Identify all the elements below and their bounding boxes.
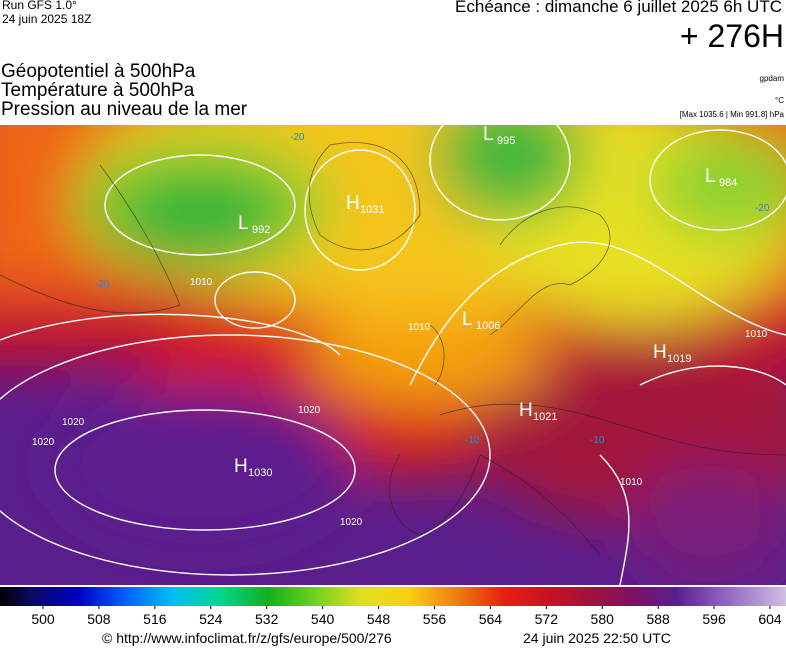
colorbar-tick-label: 588 [646,611,670,627]
isobar-label: 1020 [298,405,321,416]
layer: Géopotentiel à 500hPa [1,61,196,82]
center-value: 1021 [533,411,557,423]
center-type: L [462,309,473,330]
field [0,125,786,585]
isobars [0,125,786,585]
colorbar [0,587,786,606]
run-date: 24 juin 2025 18Z [2,12,92,26]
colorbar-tick-label: 524 [199,611,223,627]
center-type: H [346,193,360,214]
center-type: H [519,400,533,421]
isobar-label: 1010 [190,277,213,288]
colorbar-tick-label: 516 [143,611,167,627]
center-type: L [705,166,716,187]
generated-date: 24 juin 2025 22:50 UTC [523,630,671,646]
center-type: L [483,125,494,145]
isobar-label: 1020 [62,417,85,428]
isobar-label: 1010 [620,477,643,488]
source-url: © http://www.infoclimat.fr/z/gfs/europe/… [102,630,392,646]
colorbar-tick-label: 572 [535,611,559,627]
colorbar-tick-label: 604 [758,611,782,627]
center-value: 995 [497,135,515,147]
colorbar-ticks: 500 508 516 524 532 540 548 556 564 572 580 588 596 6… [31,606,782,627]
center-value: 992 [252,224,270,236]
isobar-label: 1020 [32,437,55,448]
isobar-label: 1010 [745,329,768,340]
colorbar-tick-label: 500 [31,611,55,627]
colorbar-tick-label: 540 [311,611,335,627]
run: Run GFS 1.0° [2,0,77,12]
temperature-label: -10 [465,435,480,446]
echeance: Echéance : dimanche 6 juillet 2025 6h UT… [455,0,782,16]
center-type: H [653,342,667,363]
center-value: 1031 [360,204,384,216]
temperature-label: -10 [590,435,605,446]
layer: Pression au niveau de la mer [1,99,248,120]
center-value: 984 [719,177,737,189]
colorbar-tick-label: 556 [423,611,447,627]
layer: Température à 500hPa [1,80,195,101]
colorbar-tick-label: 580 [591,611,615,627]
unit: gpdam [759,74,784,83]
center-type: H [234,456,248,477]
colorbar-tick-label: 532 [255,611,279,627]
center-type: L [238,213,249,234]
unit: °C [775,96,784,105]
temperature-label: -20 [755,203,770,214]
center-value: 1019 [667,353,691,365]
unit: [Max 1035.6 | Min 991.8] hPa [679,110,784,119]
colorbar-tick-label: 508 [87,611,111,627]
temperature-label: -20 [290,132,305,143]
isobar-label: 1020 [340,517,363,528]
center-value: 1030 [248,467,272,479]
coastlines [0,142,786,556]
colorbar-tick-label: 596 [702,611,726,627]
temperature-label: -20 [95,279,110,290]
isobar-label: 1010 [408,322,431,333]
center-value: 1006 [476,320,500,332]
colorbar-tick-label: 548 [367,611,391,627]
colorbar-tick-label: 564 [479,611,503,627]
forecast-hour: + 276H [679,18,784,54]
